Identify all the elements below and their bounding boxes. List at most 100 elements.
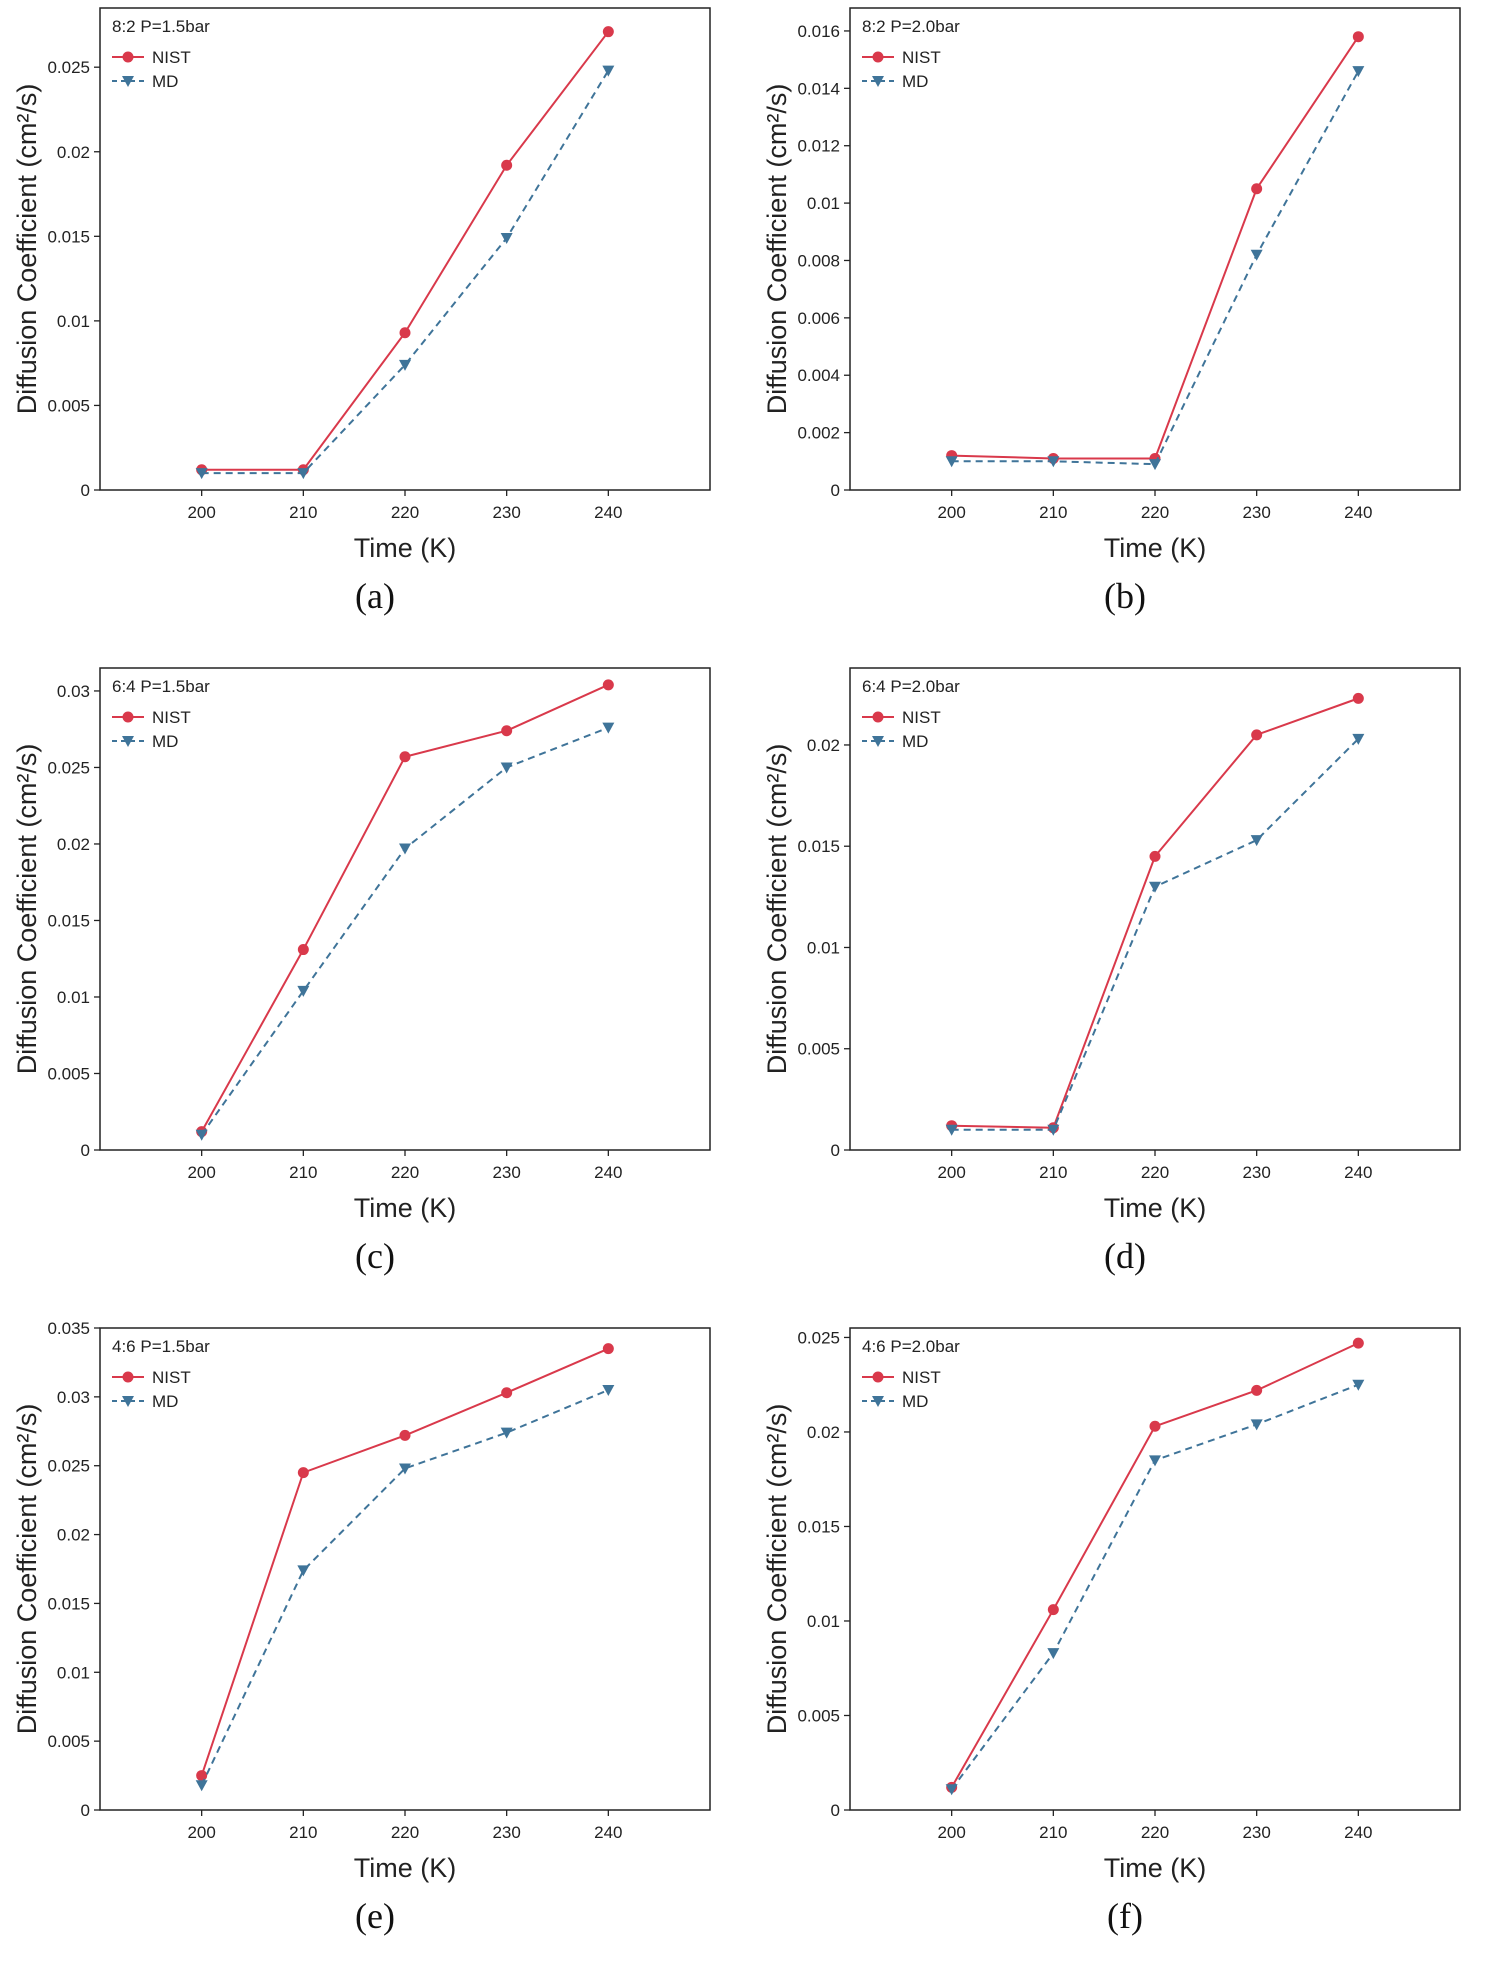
chart-svg-a: 0 0.005 0.01 0.015 0.02 0.025 200 210 220 230 240 T… xyxy=(12,7,711,563)
y-tick-label: 0.01 xyxy=(807,1612,840,1631)
x-tick-label: 230 xyxy=(492,503,520,522)
legend-marker-nist xyxy=(122,1371,134,1383)
data-point-md xyxy=(1352,733,1365,745)
chart-svg-f: 0 0.005 0.01 0.015 0.02 0.025 200 210 220 230 240 T… xyxy=(762,1327,1461,1883)
legend-marker-md xyxy=(872,76,884,87)
chart-panel-c: 0 0.005 0.01 0.015 0.02 0.025 0.03 200 210 220 230… xyxy=(0,660,750,1306)
y-tick-label: 0.02 xyxy=(57,835,90,854)
x-tick-label: 220 xyxy=(391,1163,419,1182)
series-line-md xyxy=(951,70,1360,466)
chart-panel-b: 0 0.002 0.004 0.006 0.008 0.01 0.012 0.014 0.016… xyxy=(750,0,1500,646)
y-tick-label: 0.012 xyxy=(797,137,840,156)
x-tick-label: 210 xyxy=(1039,503,1067,522)
y-tick-label: 0 xyxy=(81,1141,90,1160)
data-point-md xyxy=(945,456,958,468)
series-line-nist xyxy=(950,1342,1359,1788)
x-tick-label: 240 xyxy=(594,1163,622,1182)
y-tick-label: 0.01 xyxy=(807,938,840,957)
y-tick-label: 0.01 xyxy=(57,312,90,331)
x-tick-label: 240 xyxy=(594,503,622,522)
y-tick-label: 0.005 xyxy=(797,1706,840,1725)
data-point-nist xyxy=(1352,692,1364,704)
y-tick-label: 0.035 xyxy=(47,1320,90,1338)
y-tick-label: 0 xyxy=(831,481,840,500)
x-tick-label: 200 xyxy=(187,1823,215,1842)
data-point-md xyxy=(1250,835,1263,847)
chart-caption-b: (b) xyxy=(1104,576,1146,616)
x-tick-label: 200 xyxy=(937,1163,965,1182)
chart-panel-a: 0 0.005 0.01 0.015 0.02 0.025 200 210 220 230 240 T… xyxy=(0,0,750,646)
x-axis-title: Time (K) xyxy=(1104,533,1207,563)
y-tick-label: 0.002 xyxy=(797,424,840,443)
data-point-md xyxy=(297,1565,310,1577)
data-point-nist xyxy=(1251,1384,1263,1396)
chart-panel-d: 0 0.005 0.01 0.015 0.02 200 210 220 230 240 Time (… xyxy=(750,660,1500,1306)
data-point-md xyxy=(195,468,208,480)
chart-svg-b: 0 0.002 0.004 0.006 0.008 0.01 0.012 0.014 0.016… xyxy=(762,7,1461,563)
x-axis-title: Time (K) xyxy=(1104,1853,1207,1883)
y-tick-label: 0.02 xyxy=(57,143,90,162)
legend-label-md: MD xyxy=(152,1392,178,1411)
data-point-nist xyxy=(602,679,614,691)
plot-frame xyxy=(849,667,1461,1151)
y-tick-label: 0 xyxy=(831,1141,840,1160)
chart-caption-f: (f) xyxy=(1107,1896,1143,1936)
series-line-md xyxy=(200,726,609,1136)
y-tick-label: 0.015 xyxy=(47,227,90,246)
data-point-md xyxy=(399,359,411,371)
data-point-md xyxy=(297,985,310,997)
condition-label: 4:6 P=1.5bar xyxy=(112,1337,210,1356)
chart-caption-a: (a) xyxy=(355,576,395,616)
series-line-md xyxy=(200,1389,609,1786)
data-point-md xyxy=(195,1780,208,1792)
data-point-nist xyxy=(602,1343,614,1355)
legend-label-md: MD xyxy=(902,732,928,751)
y-axis-title: Diffusion Coefficient (cm²/s) xyxy=(762,84,792,415)
x-tick-label: 220 xyxy=(391,503,419,522)
y-tick-label: 0 xyxy=(81,1801,90,1820)
data-point-nist xyxy=(501,1387,513,1399)
y-tick-label: 0 xyxy=(81,481,90,500)
data-point-md xyxy=(1047,1648,1060,1660)
x-tick-label: 220 xyxy=(391,1823,419,1842)
legend-label-nist: NIST xyxy=(902,1368,941,1387)
y-tick-label: 0.015 xyxy=(47,1594,90,1613)
y-tick-label: 0.016 xyxy=(797,22,840,41)
x-tick-label: 220 xyxy=(1141,1823,1169,1842)
condition-label: 6:4 P=2.0bar xyxy=(862,677,960,696)
x-tick-label: 230 xyxy=(492,1823,520,1842)
x-tick-label: 210 xyxy=(1039,1823,1067,1842)
series-line-nist xyxy=(951,36,1360,460)
legend-marker-md xyxy=(122,1396,134,1407)
data-point-md xyxy=(1047,1124,1060,1136)
data-point-nist xyxy=(1149,1420,1161,1432)
series-line-md xyxy=(950,1383,1359,1790)
data-point-nist xyxy=(1352,31,1364,43)
y-tick-label: 0.02 xyxy=(807,736,840,755)
chart-caption-d: (d) xyxy=(1104,1236,1146,1276)
data-point-md xyxy=(500,1427,513,1439)
data-point-md xyxy=(1149,1455,1161,1467)
legend-label-md: MD xyxy=(152,732,178,751)
data-point-nist xyxy=(1251,183,1263,195)
data-point-md xyxy=(1352,1379,1365,1391)
x-tick-label: 200 xyxy=(937,1823,965,1842)
x-axis-title: Time (K) xyxy=(354,533,457,563)
y-tick-label: 0.005 xyxy=(47,1732,90,1751)
condition-label: 4:6 P=2.0bar xyxy=(862,1337,960,1356)
legend-label-nist: NIST xyxy=(152,1368,191,1387)
data-point-md xyxy=(195,1129,208,1141)
data-point-nist xyxy=(1149,850,1161,862)
y-tick-label: 0.005 xyxy=(797,1040,840,1059)
data-point-md xyxy=(1250,249,1263,261)
data-point-md xyxy=(1250,1419,1263,1431)
y-axis-title: Diffusion Coefficient (cm²/s) xyxy=(12,1404,42,1735)
data-point-nist xyxy=(399,751,411,763)
data-point-md xyxy=(1352,66,1365,78)
data-point-nist xyxy=(1251,729,1263,741)
condition-label: 8:2 P=2.0bar xyxy=(862,17,960,36)
plot-frame xyxy=(99,7,711,491)
y-tick-label: 0.03 xyxy=(57,1388,90,1407)
data-point-md xyxy=(945,1124,958,1136)
legend-marker-nist xyxy=(122,51,134,63)
